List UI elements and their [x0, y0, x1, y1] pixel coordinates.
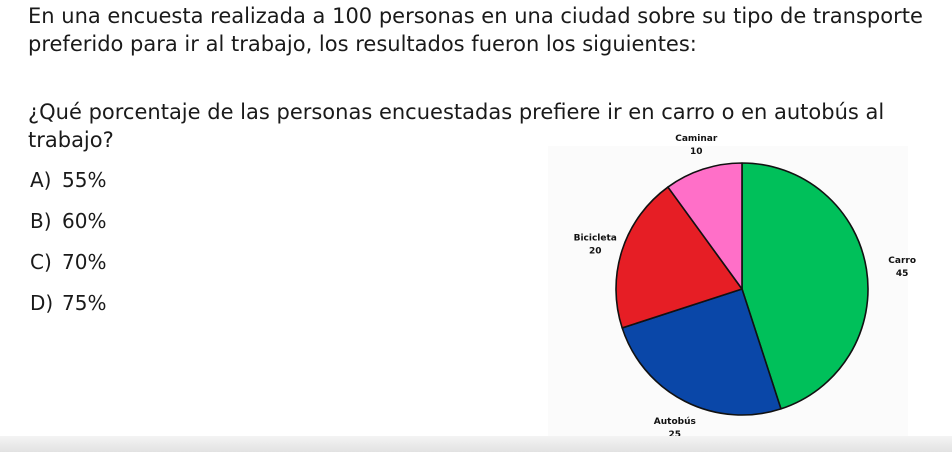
option-letter: A)	[30, 168, 52, 192]
slice-label: Autobús	[654, 417, 696, 427]
pie-chart: Carro 45 Autobús 25 Bicicleta 20 Caminar 10	[574, 134, 916, 440]
option-letter: C)	[30, 250, 52, 274]
problem-intro: En una encuesta realizada a 100 personas…	[28, 4, 923, 56]
option-text: 70%	[62, 250, 107, 274]
slice-value: 45	[896, 269, 909, 279]
pie-slice-bicicleta	[615, 186, 743, 329]
option-text: 60%	[62, 209, 107, 233]
slice-value: 10	[690, 147, 703, 157]
option-letter: D)	[30, 291, 54, 315]
option-text: 75%	[62, 291, 107, 315]
slice-value: 25	[669, 430, 682, 440]
pie-slice-autobs	[621, 288, 782, 416]
option-d[interactable]: D) 75%	[30, 289, 106, 330]
bottom-strip	[0, 436, 952, 452]
slice-label: Bicicleta	[574, 233, 617, 243]
option-c[interactable]: C) 70%	[30, 248, 106, 289]
answer-options: A) 55% B) 60% C) 70% D) 75%	[30, 166, 106, 330]
slice-label: Caminar	[675, 134, 718, 144]
problem-question: ¿Qué porcentaje de las personas encuesta…	[28, 100, 885, 152]
option-letter: B)	[30, 209, 52, 233]
slice-value: 20	[589, 246, 602, 256]
option-text: 55%	[62, 168, 107, 192]
pie-slice-caminar	[667, 162, 743, 290]
slice-label: Carro	[888, 256, 916, 266]
option-a[interactable]: A) 55%	[30, 166, 106, 207]
pie-slice-carro	[741, 162, 869, 410]
option-b[interactable]: B) 60%	[30, 207, 106, 248]
